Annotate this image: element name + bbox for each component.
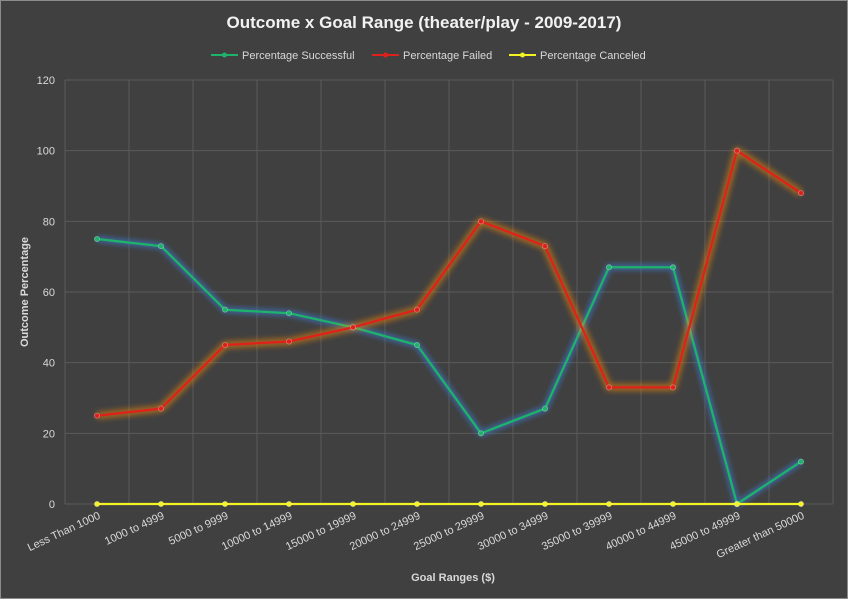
data-point [94, 412, 101, 419]
series-1 [94, 147, 805, 420]
data-point [542, 500, 549, 507]
x-tick-label: 40000 to 44999 [604, 510, 678, 553]
x-tick-label: 20000 to 24999 [348, 510, 422, 553]
data-point [798, 458, 805, 465]
data-point [542, 243, 549, 250]
y-tick-label: 80 [43, 216, 55, 228]
data-point [734, 147, 741, 154]
data-point [606, 500, 613, 507]
series-line [96, 237, 802, 506]
legend-label: Percentage Failed [403, 50, 492, 62]
legend-label: Percentage Successful [242, 50, 355, 62]
data-point [413, 341, 420, 348]
data-point [349, 500, 356, 507]
data-point [349, 324, 356, 331]
data-point [285, 338, 292, 345]
y-tick-label: 60 [43, 287, 55, 299]
data-point [157, 500, 164, 507]
series-0 [94, 235, 805, 508]
data-point [285, 500, 292, 507]
y-tick-label: 100 [37, 146, 55, 158]
x-tick-label: 10000 to 14999 [220, 510, 294, 553]
y-axis-title: Outcome Percentage [19, 237, 31, 347]
data-point [157, 243, 164, 250]
series-2 [94, 500, 805, 508]
data-point [798, 500, 805, 507]
x-tick-label: 35000 to 39999 [540, 510, 614, 553]
data-point [413, 306, 420, 313]
data-point [477, 218, 484, 225]
data-point [798, 190, 805, 197]
data-point [670, 264, 677, 271]
data-point [477, 430, 484, 437]
data-point [94, 235, 101, 242]
x-axis-title: Goal Ranges ($) [411, 572, 495, 584]
series-line [96, 149, 802, 417]
y-tick-label: 0 [49, 499, 55, 511]
y-tick-label: 40 [43, 358, 55, 370]
x-tick-label: Less Than 1000 [26, 510, 102, 554]
x-tick-label: 30000 to 34999 [476, 510, 550, 553]
data-point [606, 264, 613, 271]
legend: Percentage Successful Percentage Failed Pe… [211, 50, 646, 62]
data-point [221, 341, 228, 348]
data-point [157, 405, 164, 412]
x-tick-label: 1000 to 4999 [103, 510, 166, 548]
data-point [670, 384, 677, 391]
data-point [285, 310, 292, 317]
x-tick-label: 25000 to 29999 [412, 510, 486, 553]
data-point [734, 500, 741, 507]
data-point [221, 306, 228, 313]
legend-marker [222, 52, 227, 58]
y-tick-label: 120 [37, 75, 55, 87]
legend-label: Percentage Canceled [540, 50, 646, 62]
legend-marker [383, 52, 388, 58]
data-point [542, 405, 549, 412]
data-point [477, 500, 484, 507]
chart-title: Outcome x Goal Range (theater/play - 200… [227, 13, 622, 32]
data-point [670, 500, 677, 507]
data-point [94, 500, 101, 507]
y-tick-label: 20 [43, 428, 55, 440]
data-point [413, 500, 420, 507]
data-point [606, 384, 613, 391]
x-tick-label: 15000 to 19999 [284, 510, 358, 553]
data-point [221, 500, 228, 507]
legend-marker [520, 52, 525, 58]
